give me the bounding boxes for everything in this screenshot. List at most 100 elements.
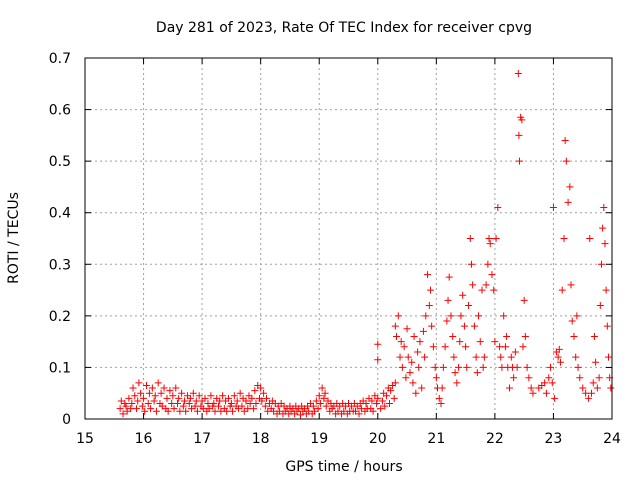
- y-tick-label: 0.7: [49, 51, 71, 67]
- x-tick-label: 17: [193, 431, 211, 447]
- data-point: [263, 394, 271, 402]
- data-point: [315, 392, 323, 400]
- data-point: [275, 407, 283, 415]
- data-point: [396, 353, 404, 361]
- data-point: [185, 400, 193, 408]
- data-point: [466, 235, 474, 242]
- data-point: [415, 363, 423, 371]
- y-tick-label: 0.2: [49, 309, 71, 325]
- data-point: [355, 410, 363, 418]
- y-tick-label: 0.3: [49, 257, 71, 273]
- data-point: [435, 394, 443, 402]
- data-point: [362, 400, 370, 408]
- data-point: [418, 384, 426, 392]
- data-point: [151, 392, 159, 400]
- data-point: [199, 405, 207, 413]
- data-point: [597, 260, 605, 268]
- data-point: [439, 363, 447, 371]
- data-point: [150, 397, 158, 405]
- data-point: [568, 317, 576, 325]
- data-point: [410, 332, 418, 340]
- data-point: [573, 312, 581, 320]
- data-point: [242, 397, 250, 405]
- data-point: [409, 379, 417, 387]
- data-point: [414, 348, 422, 356]
- data-point: [588, 389, 596, 397]
- data-point: [589, 379, 597, 387]
- data-point: [600, 204, 608, 212]
- y-axis-label: ROTI / TECUs: [6, 192, 22, 284]
- data-point: [459, 291, 467, 299]
- data-point: [496, 343, 504, 351]
- data-point: [513, 363, 521, 371]
- grid-lines: [85, 58, 612, 419]
- data-point: [182, 407, 190, 415]
- data-point: [548, 379, 556, 387]
- data-point: [444, 296, 452, 304]
- data-point: [570, 332, 578, 340]
- data-point: [428, 322, 436, 330]
- data-point: [394, 312, 402, 320]
- data-point: [122, 402, 130, 410]
- data-point: [320, 394, 328, 402]
- data-point: [529, 389, 537, 397]
- data-point: [523, 363, 531, 371]
- data-point: [223, 407, 231, 415]
- data-point: [429, 343, 437, 351]
- data-point: [561, 137, 569, 145]
- data-point: [391, 322, 399, 330]
- data-point: [227, 400, 235, 408]
- data-point: [472, 353, 480, 361]
- data-point: [465, 302, 473, 310]
- data-point: [240, 407, 248, 415]
- data-point: [244, 405, 252, 413]
- data-point: [592, 358, 600, 366]
- data-point: [172, 384, 180, 392]
- data-point: [503, 332, 511, 340]
- data-point: [607, 384, 615, 392]
- data-point: [590, 332, 598, 340]
- data-point: [567, 281, 575, 289]
- data-point: [305, 407, 313, 415]
- data-point: [312, 397, 320, 405]
- data-point: [154, 379, 162, 387]
- data-point: [217, 407, 225, 415]
- data-point: [385, 400, 393, 408]
- data-point: [215, 402, 223, 410]
- data-point: [554, 353, 562, 361]
- data-point: [485, 235, 493, 242]
- data-point: [564, 198, 572, 206]
- data-point: [412, 389, 420, 397]
- data-point: [216, 397, 224, 405]
- data-point: [460, 322, 468, 330]
- data-point: [311, 407, 319, 415]
- data-point: [585, 394, 593, 402]
- data-point: [252, 400, 260, 408]
- data-point: [251, 387, 259, 395]
- data-point: [119, 410, 127, 418]
- data-point: [478, 286, 486, 294]
- data-point: [233, 397, 241, 405]
- data-point: [445, 273, 453, 281]
- data-point: [164, 407, 172, 415]
- data-point: [142, 381, 150, 389]
- data-point: [296, 411, 304, 419]
- data-point: [549, 204, 557, 212]
- data-point: [125, 394, 133, 402]
- data-point: [602, 286, 610, 294]
- y-tick-label: 0.5: [49, 154, 71, 170]
- data-point: [166, 387, 174, 395]
- data-point: [490, 286, 498, 294]
- x-tick-label: 15: [76, 431, 94, 447]
- data-point: [397, 338, 405, 346]
- data-point: [501, 343, 509, 351]
- data-point: [491, 338, 499, 346]
- data-point: [248, 394, 256, 402]
- data-point: [541, 379, 549, 387]
- x-tick-label: 19: [310, 431, 328, 447]
- x-tick-label: 16: [135, 431, 153, 447]
- data-point: [556, 358, 564, 366]
- data-point: [390, 394, 398, 402]
- data-point: [147, 405, 155, 413]
- data-point: [492, 235, 500, 242]
